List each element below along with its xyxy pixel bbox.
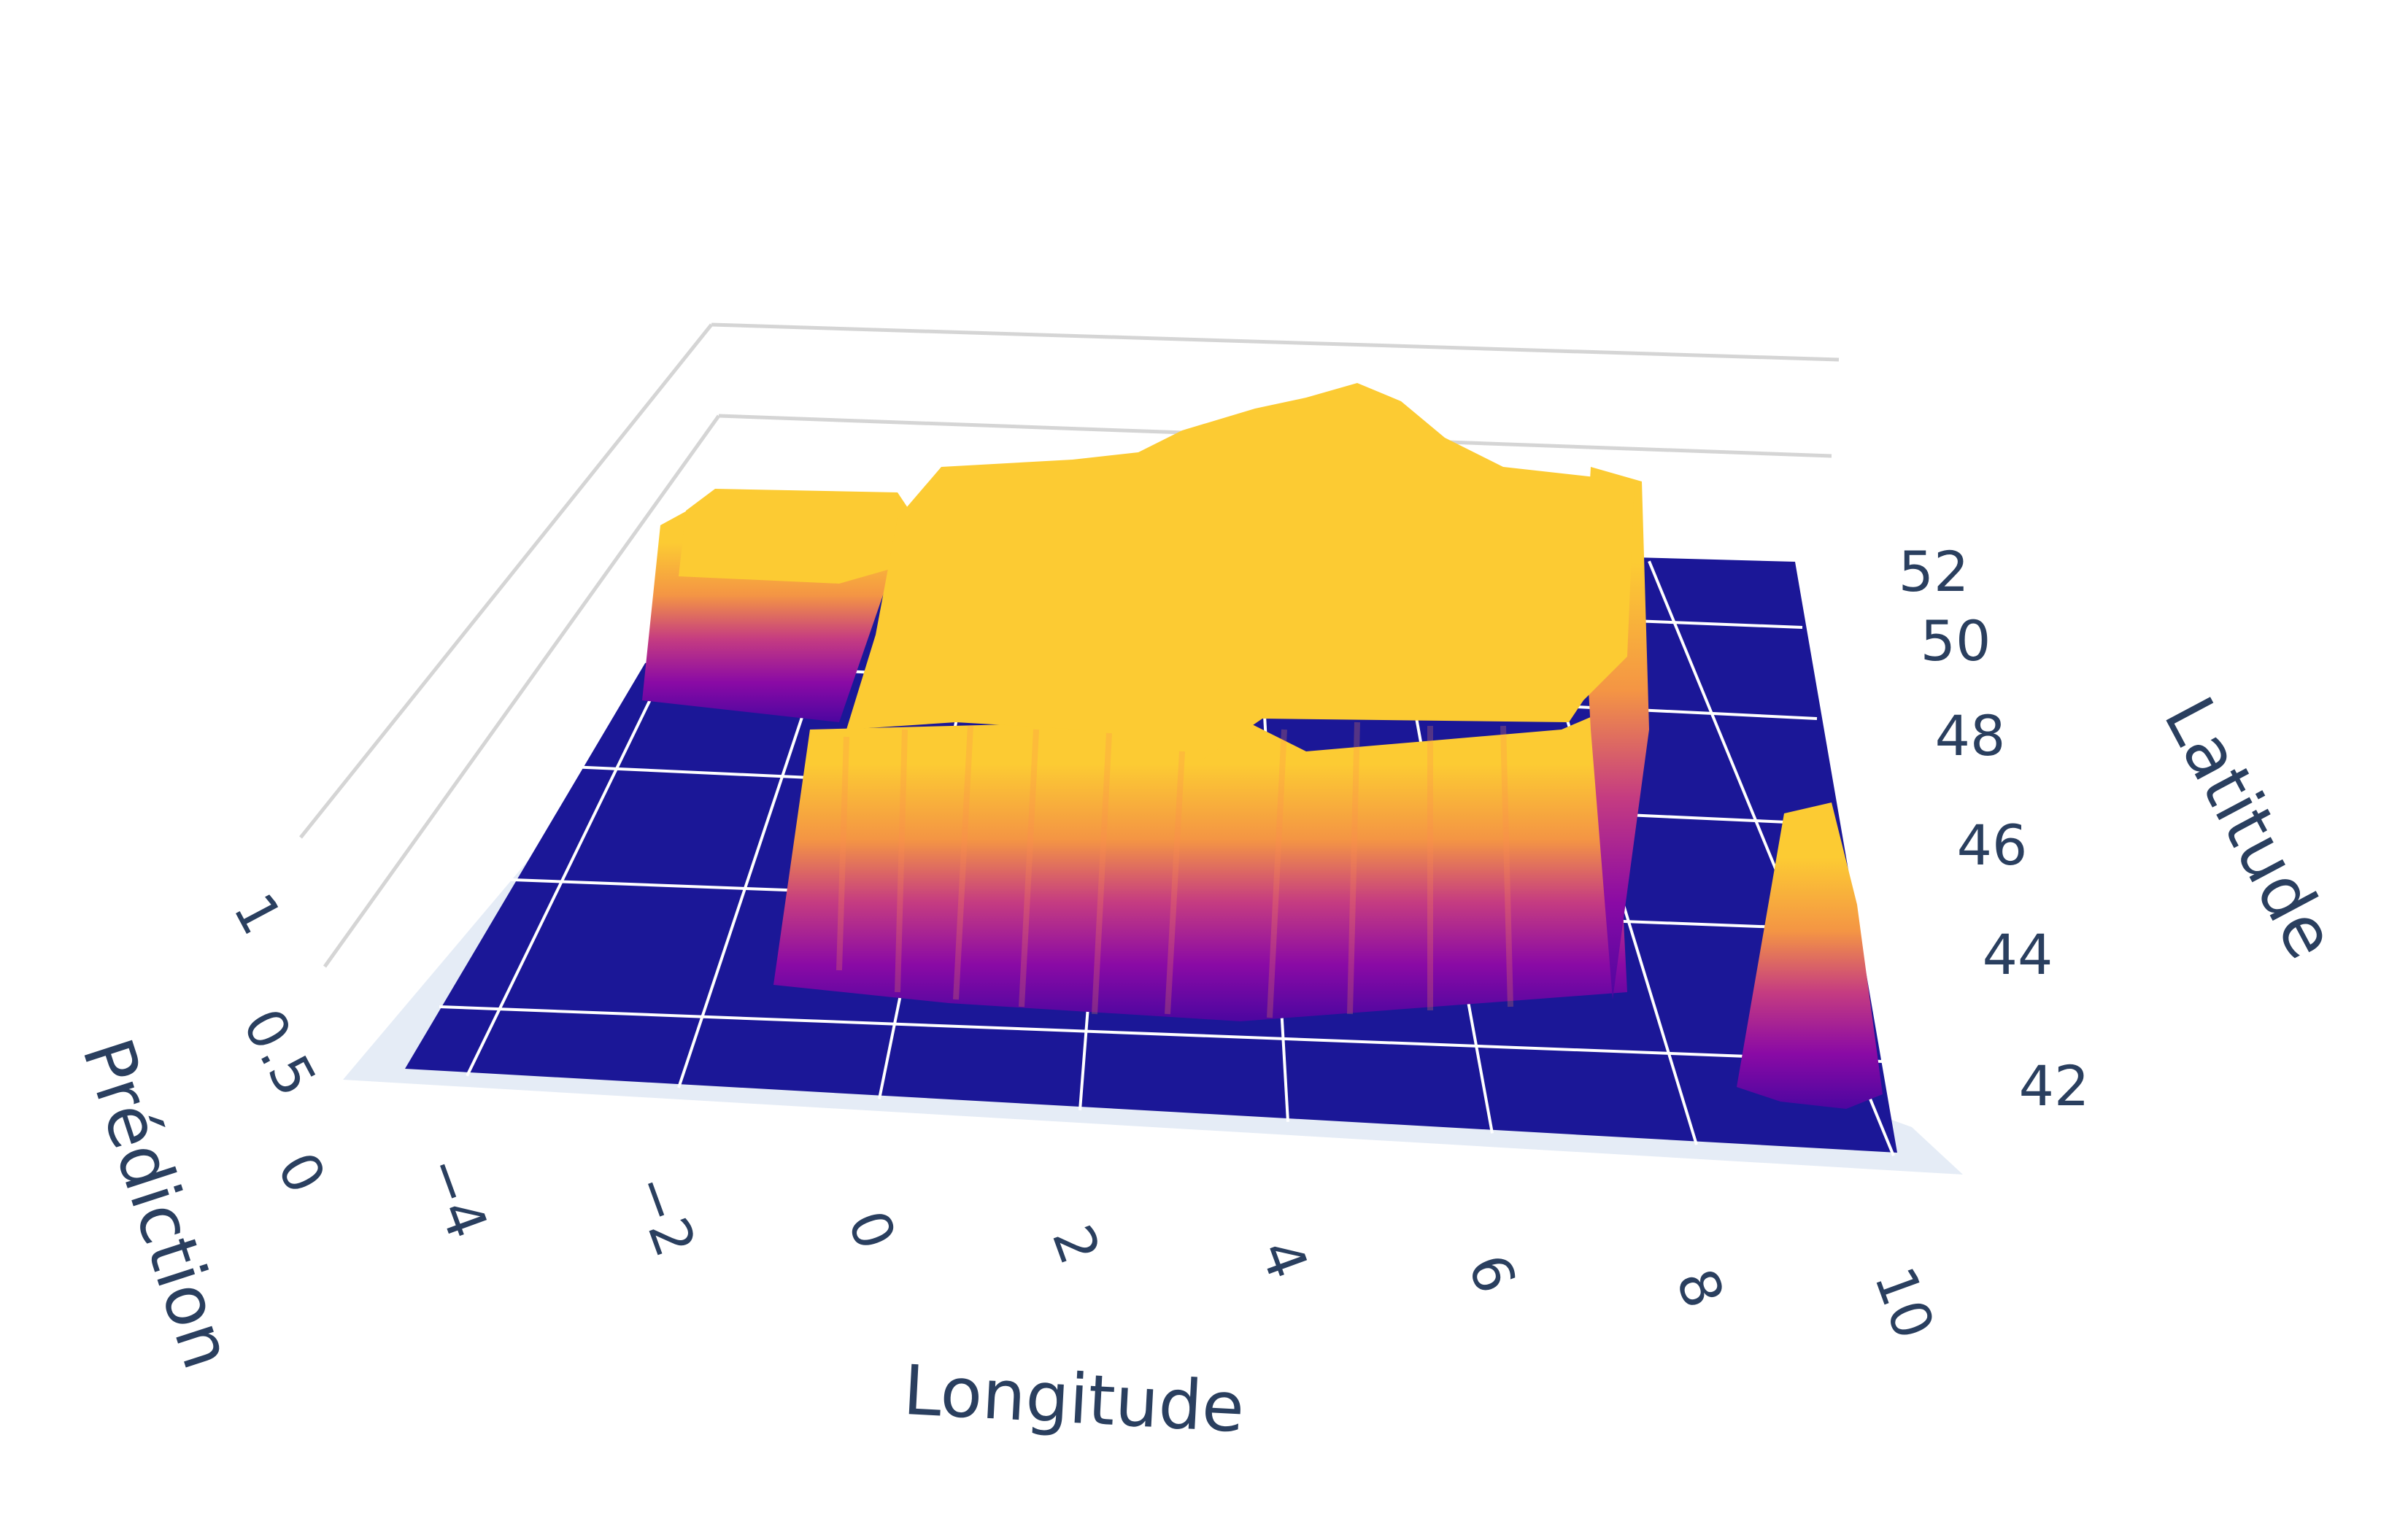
x-tick-label: 6 <box>1456 1246 1529 1301</box>
x-tick-label: 2 <box>1040 1217 1113 1272</box>
z-tick-label: 0 <box>265 1142 339 1203</box>
surface-raised <box>642 383 1883 1109</box>
x-tick-label: −4 <box>412 1148 501 1247</box>
x-tick-label: 0 <box>836 1202 908 1258</box>
brittany-top <box>679 489 919 584</box>
y-tick-label: 50 <box>1921 608 1991 673</box>
y-tick-label: 48 <box>1935 703 2006 768</box>
y-tick-label: 46 <box>1957 813 2028 878</box>
x-tick-label: 10 <box>1862 1258 1948 1347</box>
x-axis-ticks: −4 −2 0 2 4 6 8 10 <box>412 1148 1947 1347</box>
z-tick-label: 0.5 <box>231 998 329 1107</box>
y-tick-label: 52 <box>1899 539 1969 604</box>
back-wall-top-edge <box>711 322 1840 362</box>
x-tick-label: 4 <box>1248 1231 1321 1287</box>
mainland-top <box>846 383 1635 759</box>
z-tick-label: 1 <box>221 883 295 944</box>
z-axis-title: Prédiction <box>66 1029 247 1378</box>
mainland-streaks <box>836 721 1513 1018</box>
mainland-front-wall <box>773 708 1627 1021</box>
left-wall-top-edge <box>299 323 713 839</box>
y-tick-label: 44 <box>1983 922 2053 987</box>
x-tick-label: 8 <box>1664 1261 1737 1316</box>
left-wall-mid-edge <box>323 414 721 968</box>
x-tick-label: −2 <box>620 1166 709 1265</box>
grid-line-latitude <box>439 1005 1883 1063</box>
y-tick-label: 42 <box>2019 1053 2090 1118</box>
y-axis-title: Latitude <box>2148 685 2351 972</box>
z-axis-ticks: 00.51 <box>221 883 339 1203</box>
x-axis-title: Longitude <box>901 1351 1246 1448</box>
corsica <box>1737 802 1883 1109</box>
